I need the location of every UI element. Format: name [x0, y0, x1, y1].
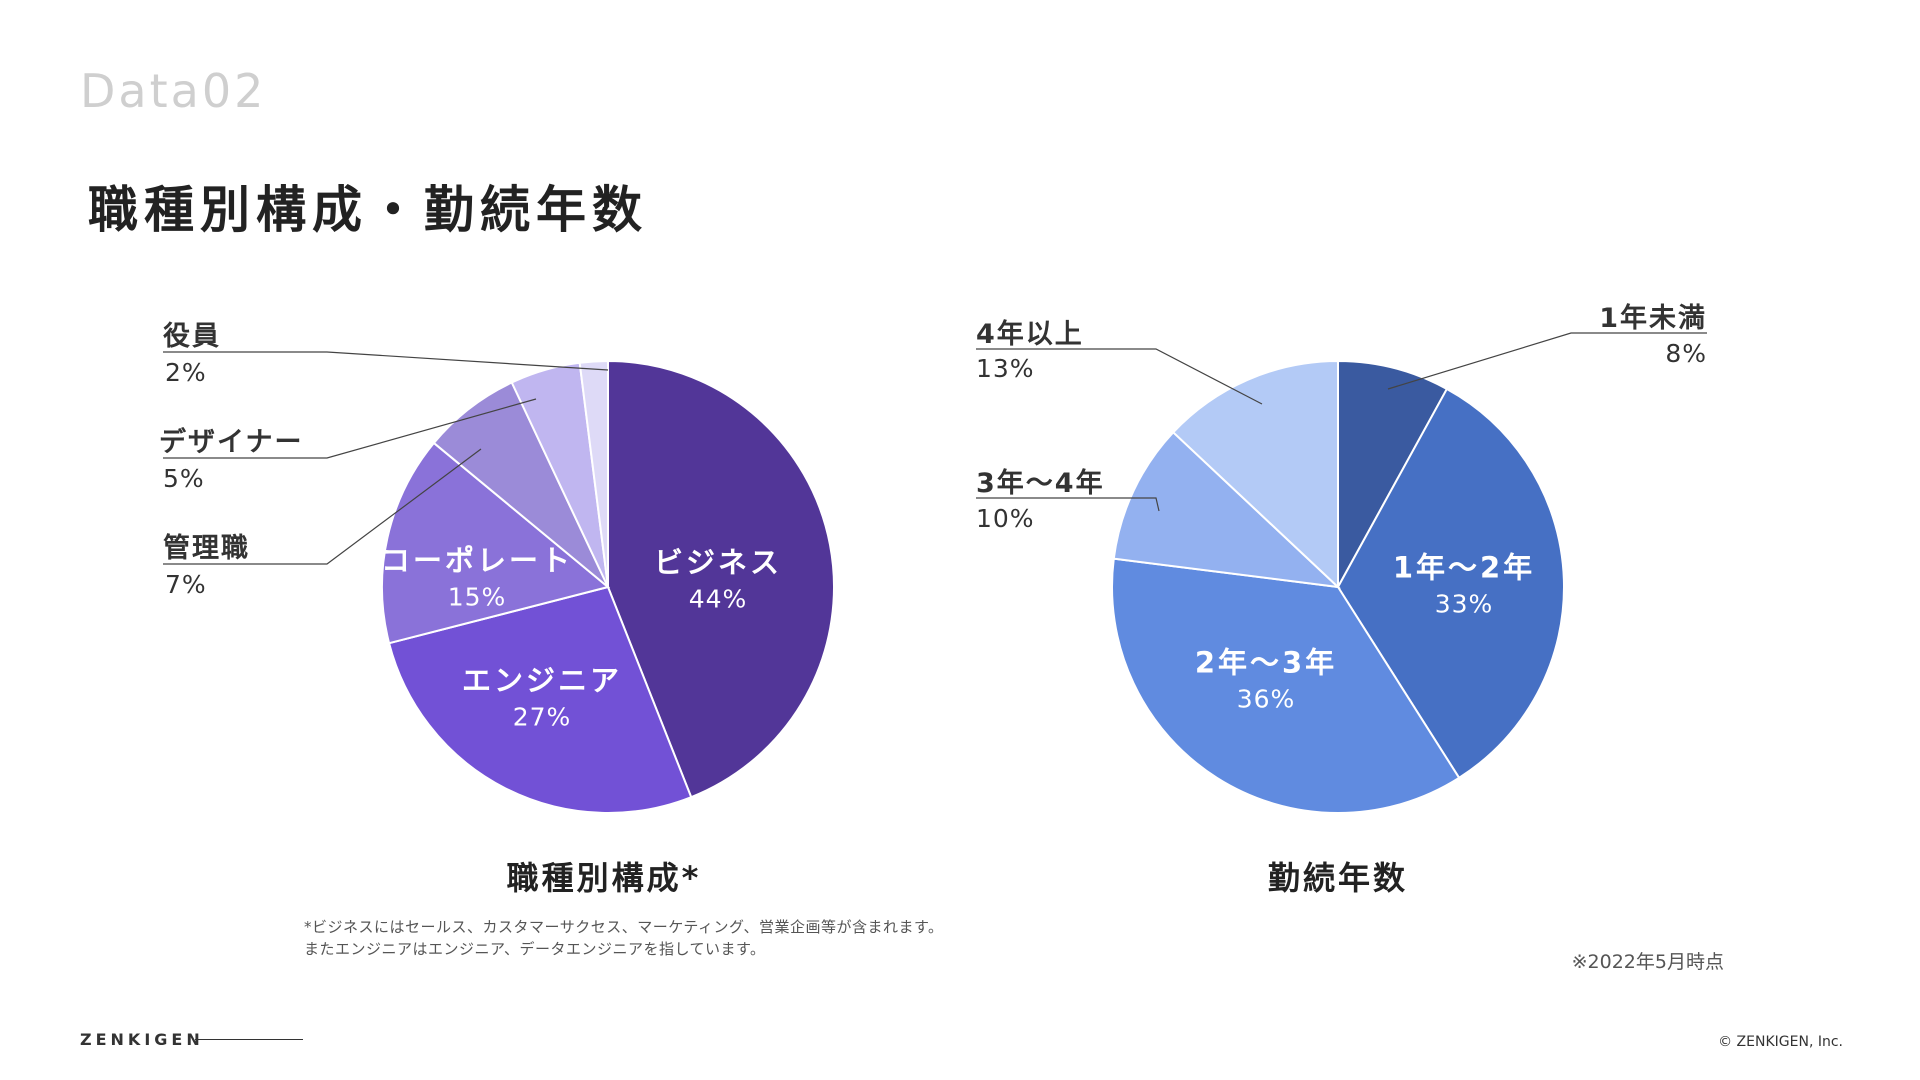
- slice-label-1nen-2nen: 1年～2年 33%: [1393, 549, 1535, 622]
- callout-name-4nen-ijou: 4年以上: [976, 319, 1084, 350]
- slice-name: 2年～3年: [1194, 645, 1338, 680]
- brand-divider: [195, 1039, 303, 1040]
- callout-pct-4nen-ijou: 13%: [976, 354, 1035, 383]
- copyright: © ZENKIGEN, Inc.: [1718, 1034, 1843, 1050]
- job-slice-1: [387, 585, 693, 814]
- tenure-slice-2: [1111, 557, 1461, 814]
- chart-caption-job-composition: 職種別構成*: [506, 859, 702, 897]
- slice-pct: 44%: [688, 584, 748, 614]
- callout-name-yakuin: 役員: [163, 321, 221, 352]
- job-slice-0: [607, 359, 835, 799]
- slice-label-corporate: コーポレート 15%: [381, 542, 573, 615]
- job-slice-5: [578, 359, 609, 588]
- pie-chart-job-composition: [381, 359, 835, 814]
- job-slice-2: [381, 441, 611, 645]
- callout-pct-yakuin: 2%: [165, 358, 207, 387]
- footnote: *ビジネスにはセールス、カスタマーサクセス、マーケティング、営業企画等が含まれま…: [304, 918, 944, 958]
- brand-logo: ZENKIGEN: [80, 1030, 204, 1049]
- leader-line-yakuin: [163, 351, 609, 371]
- slice-name: コーポレート: [380, 543, 574, 578]
- slice-name: ビジネス: [653, 545, 783, 580]
- slice-label-engineer: エンジニア 27%: [462, 662, 622, 735]
- leader-line-3nen-4nen: [976, 497, 1160, 512]
- callout-name-designer: デザイナー: [159, 427, 304, 458]
- callout-name-kanrishoku: 管理職: [163, 533, 250, 564]
- as-of-date: ※2022年5月時点: [1571, 951, 1724, 973]
- slice-label-business: ビジネス 44%: [654, 544, 782, 617]
- leader-line-4nen-ijou: [976, 348, 1263, 405]
- slice-pct: 15%: [447, 582, 507, 612]
- slice-pct: 36%: [1236, 684, 1296, 714]
- callout-leader-lines: [163, 332, 1707, 565]
- tenure-slice-3: [1112, 430, 1341, 589]
- section-tag: Data02: [80, 64, 267, 118]
- slice-name: エンジニア: [461, 663, 623, 698]
- chart-caption-tenure: 勤続年数: [1267, 859, 1409, 897]
- callout-pct-3nen-4nen: 10%: [976, 504, 1035, 533]
- callout-pct-designer: 5%: [163, 464, 205, 493]
- callout-name-1nen-miman: 1年未満: [1599, 303, 1707, 334]
- slice-pct: 33%: [1434, 589, 1494, 619]
- slice-label-2nen-3nen: 2年～3年 36%: [1195, 644, 1337, 717]
- page-title: 職種別構成・勤続年数: [88, 181, 648, 239]
- leader-line-1nen-miman: [1387, 332, 1707, 390]
- pie-chart-tenure: [1111, 359, 1565, 814]
- tenure-slice-4: [1171, 359, 1339, 590]
- slice-pct: 27%: [512, 702, 572, 732]
- callout-name-3nen-4nen: 3年～4年: [976, 468, 1105, 499]
- callout-pct-1nen-miman: 8%: [1665, 339, 1707, 368]
- tenure-slice-1: [1336, 387, 1565, 780]
- callout-pct-kanrishoku: 7%: [165, 570, 207, 599]
- leader-line-designer: [163, 398, 537, 459]
- slice-name: 1年～2年: [1392, 550, 1536, 585]
- tenure-slice-0: [1337, 359, 1449, 588]
- leader-line-kanrishoku: [163, 448, 482, 565]
